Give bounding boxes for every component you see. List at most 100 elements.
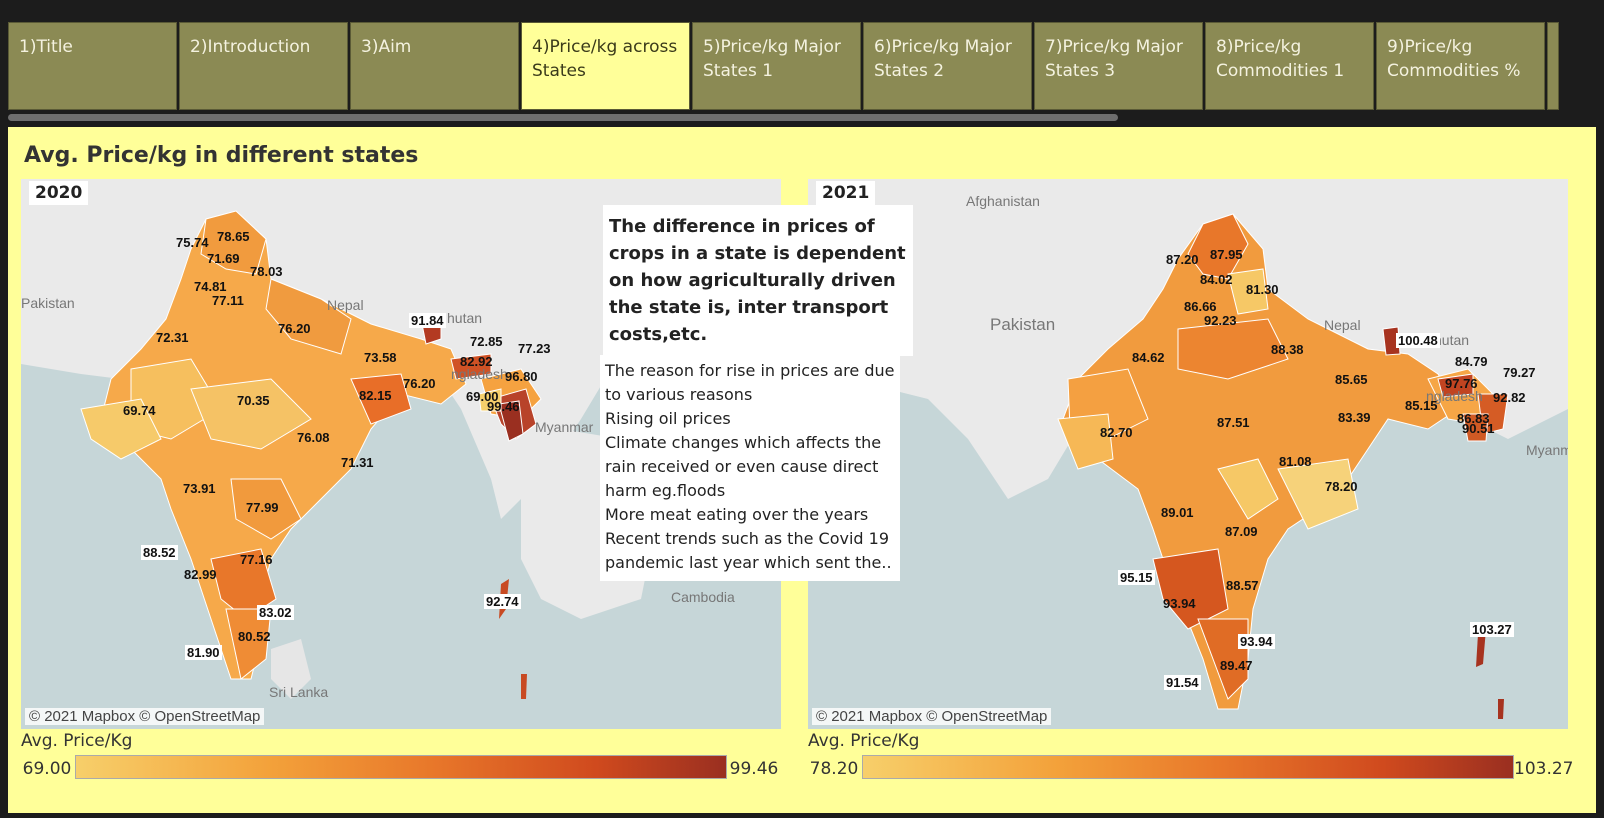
tab-title[interactable]: 1)Title bbox=[8, 22, 177, 110]
reason-line: More meat eating over the years bbox=[605, 505, 869, 524]
value-label: 88.57 bbox=[1226, 578, 1259, 593]
annotation-price-rise-reasons: The reason for rise in prices are due to… bbox=[600, 355, 900, 581]
value-label: 77.23 bbox=[518, 341, 551, 356]
place-label-pakistan: Pakistan bbox=[21, 295, 75, 311]
value-label: 76.20 bbox=[403, 376, 436, 391]
map-2021-credit: © 2021 Mapbox © OpenStreetMap bbox=[812, 708, 1052, 725]
dashboard-title: Avg. Price/kg in different states bbox=[24, 143, 419, 168]
legend-min: 78.20 bbox=[809, 759, 859, 779]
value-label: 73.91 bbox=[183, 481, 216, 496]
value-label: 97.76 bbox=[1445, 376, 1478, 391]
value-label: 74.81 bbox=[194, 279, 227, 294]
place-label-bangladesh: ngladesh bbox=[1426, 388, 1483, 404]
place-label-cambodia: Cambodia bbox=[671, 589, 735, 605]
value-label: 87.95 bbox=[1210, 247, 1243, 262]
value-label: 96.80 bbox=[505, 369, 538, 384]
place-label-pakistan: Pakistan bbox=[990, 315, 1056, 334]
map-2021[interactable]: 2021 Afghanistan Pakistan Nepal hutan ng… bbox=[808, 179, 1568, 729]
map-2021-year: 2021 bbox=[816, 181, 876, 205]
value-label: 93.94 bbox=[1163, 596, 1196, 611]
value-label: 73.58 bbox=[364, 350, 397, 365]
value-label: 81.08 bbox=[1279, 454, 1312, 469]
value-label: 92.74 bbox=[484, 594, 521, 609]
value-label: 77.99 bbox=[246, 500, 279, 515]
legend-2020: Avg. Price/Kg 69.00 99.46 bbox=[21, 729, 781, 789]
value-label: 81.30 bbox=[1246, 282, 1279, 297]
value-label: 77.11 bbox=[212, 293, 244, 308]
value-label: 71.31 bbox=[341, 455, 374, 470]
value-label: 93.94 bbox=[1238, 634, 1275, 649]
value-label: 72.31 bbox=[156, 330, 189, 345]
value-label: 89.01 bbox=[1161, 505, 1194, 520]
legend-color-ramp bbox=[862, 755, 1514, 779]
reason-line: Recent trends such as the Covid 19 pande… bbox=[605, 529, 892, 572]
tab-major-states-3[interactable]: 7)Price/kg Major States 3 bbox=[1034, 22, 1203, 110]
value-label: 86.66 bbox=[1184, 299, 1217, 314]
legend-color-ramp bbox=[75, 755, 727, 779]
map-2021-basemap bbox=[808, 179, 1568, 719]
value-label: 77.16 bbox=[240, 552, 273, 567]
value-label: 76.20 bbox=[278, 321, 311, 336]
annotation-price-difference: The difference in prices of crops in a s… bbox=[603, 205, 913, 356]
place-label-bhutan: hutan bbox=[1434, 332, 1470, 348]
value-label: 92.82 bbox=[1493, 390, 1526, 405]
value-label: 84.79 bbox=[1455, 354, 1488, 369]
tab-commodities-1[interactable]: 8)Price/kg Commodities 1 bbox=[1205, 22, 1374, 110]
tabs-scrollbar[interactable] bbox=[8, 114, 1118, 121]
value-label: 69.74 bbox=[123, 403, 156, 418]
tab-commodities-percent[interactable]: 9)Price/kg Commodities % bbox=[1376, 22, 1545, 110]
reason-line: Climate changes which affects the rain r… bbox=[605, 433, 882, 500]
value-label: 88.52 bbox=[141, 545, 178, 560]
value-label: 91.84 bbox=[409, 313, 446, 328]
legend-min: 69.00 bbox=[22, 759, 72, 779]
place-label-myanmar: Myanmar bbox=[535, 419, 594, 435]
value-label: 84.02 bbox=[1200, 272, 1233, 287]
value-label: 84.62 bbox=[1132, 350, 1165, 365]
value-label: 92.23 bbox=[1204, 313, 1237, 328]
value-label: 99.46 bbox=[487, 399, 520, 414]
legend-max: 103.27 bbox=[1514, 759, 1574, 779]
value-label: 71.69 bbox=[207, 251, 240, 266]
value-label: 90.51 bbox=[1462, 421, 1495, 436]
legend-title: Avg. Price/Kg bbox=[21, 731, 133, 751]
place-label-sri-lanka: Sri Lanka bbox=[269, 684, 329, 700]
value-label: 79.27 bbox=[1503, 365, 1536, 380]
value-label: 72.85 bbox=[470, 334, 503, 349]
value-label: 78.20 bbox=[1325, 479, 1358, 494]
place-label-bangladesh: ngladesh bbox=[451, 366, 508, 382]
tab-overflow[interactable] bbox=[1547, 22, 1559, 110]
tab-aim[interactable]: 3)Aim bbox=[350, 22, 519, 110]
value-label: 82.92 bbox=[460, 354, 493, 369]
tab-price-across-states[interactable]: 4)Price/kg across States bbox=[521, 22, 690, 110]
value-label: 100.48 bbox=[1396, 333, 1440, 348]
value-label: 75.74 bbox=[176, 235, 209, 250]
value-label: 95.15 bbox=[1118, 570, 1155, 585]
value-label: 103.27 bbox=[1470, 622, 1514, 637]
value-label: 87.09 bbox=[1225, 524, 1258, 539]
place-label-myanmar: Myanm bbox=[1526, 442, 1568, 458]
value-label: 81.90 bbox=[185, 645, 222, 660]
value-label: 82.70 bbox=[1100, 425, 1133, 440]
tab-major-states-2[interactable]: 6)Price/kg Major States 2 bbox=[863, 22, 1032, 110]
tab-major-states-1[interactable]: 5)Price/kg Major States 1 bbox=[692, 22, 861, 110]
map-2020-year: 2020 bbox=[29, 181, 89, 205]
value-label: 78.65 bbox=[217, 229, 250, 244]
value-label: 91.54 bbox=[1164, 675, 1201, 690]
value-label: 83.39 bbox=[1338, 410, 1371, 425]
legend-title: Avg. Price/Kg bbox=[808, 731, 920, 751]
legend-max: 99.46 bbox=[729, 759, 779, 779]
dashboard: Avg. Price/kg in different states bbox=[8, 127, 1596, 813]
value-label: 85.65 bbox=[1335, 372, 1368, 387]
tab-introduction[interactable]: 2)Introduction bbox=[179, 22, 348, 110]
reason-line: Rising oil prices bbox=[605, 409, 731, 428]
value-label: 89.47 bbox=[1220, 658, 1253, 673]
value-label: 69.00 bbox=[466, 389, 499, 404]
place-label-nepal: Nepal bbox=[1324, 317, 1361, 333]
value-label: 87.20 bbox=[1166, 252, 1199, 267]
reason-line: The reason for rise in prices are due to… bbox=[605, 361, 895, 404]
place-label-nepal: Nepal bbox=[327, 297, 364, 313]
value-label: 88.38 bbox=[1271, 342, 1304, 357]
value-label: 83.02 bbox=[257, 605, 294, 620]
value-label: 82.99 bbox=[184, 567, 217, 582]
value-label: 76.08 bbox=[297, 430, 330, 445]
